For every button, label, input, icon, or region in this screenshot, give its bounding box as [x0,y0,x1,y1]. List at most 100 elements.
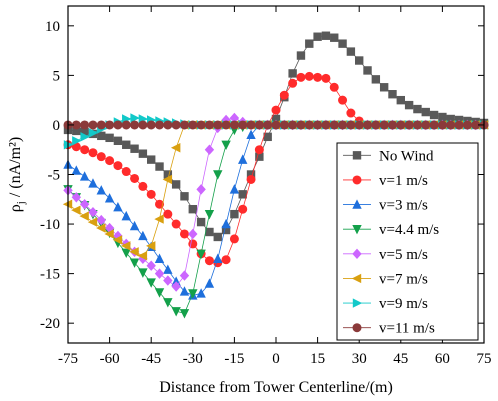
data-point [113,161,123,171]
data-point [329,82,339,92]
y-axis-title-sub: j [15,201,27,205]
data-point [138,230,148,241]
data-point [80,120,90,130]
legend-marker [352,199,362,209]
data-point [404,100,414,110]
data-point [413,104,422,114]
data-point [271,120,281,130]
data-point [163,170,173,179]
data-point [371,75,381,84]
data-point [238,120,248,130]
data-point [88,206,98,218]
data-point [437,120,447,130]
data-point [170,143,181,153]
data-point [246,174,256,184]
data-point [471,120,481,130]
data-point [71,165,82,175]
x-tick-label: 60 [435,351,450,367]
y-tick-label: -20 [40,316,60,332]
data-point [429,120,439,130]
data-point [88,178,98,188]
data-point [213,120,223,130]
legend-marker [352,175,362,185]
data-point [313,72,323,82]
data-point [163,264,173,274]
data-point [330,33,339,42]
data-point [329,120,339,130]
data-point [88,148,98,158]
data-point [238,190,247,199]
data-point [138,181,148,191]
data-point [130,113,140,123]
data-point [163,120,173,130]
legend-marker [352,248,362,260]
legend-marker [351,273,362,284]
data-point [421,107,430,117]
data-point [155,120,165,130]
data-point [462,120,472,130]
data-point [346,120,356,130]
legend-entry: v=5 m/s [343,247,428,263]
legend-entry: v=11 m/s [343,321,435,337]
x-tick-label: 45 [393,351,408,367]
data-point [355,56,364,65]
y-tick-label: 0 [53,118,61,134]
data-point [154,268,165,279]
data-point [196,249,206,259]
data-point [146,120,156,130]
data-point [205,227,214,237]
legend-entry: v=9 m/s [343,296,428,312]
data-point [179,120,189,130]
legend-marker [352,224,362,235]
data-point [113,230,123,242]
data-point [179,309,190,319]
legend-box [336,142,479,341]
y-tick-label: 10 [45,19,60,35]
data-point [138,149,148,158]
data-point [221,255,231,265]
data-point [321,120,331,130]
data-point [255,152,264,161]
legend-label: v=4.4 m/s [379,222,439,238]
data-point [263,132,272,142]
data-point [321,31,331,40]
data-point [112,235,123,245]
data-point [204,144,215,155]
data-point [96,214,106,226]
data-point [88,120,98,130]
data-point [338,39,347,48]
data-point [179,229,189,239]
data-point [79,171,90,181]
data-point [154,288,165,298]
legend-entry: v=7 m/s [343,271,428,287]
data-point [246,129,256,140]
data-point [213,232,222,242]
data-point [288,120,298,130]
data-point [446,114,455,124]
x-axis-title: Distance from Tower Centerline/(m) [159,379,393,396]
data-point [155,162,164,171]
data-point [71,192,82,203]
ticks-layer: -75 -60 -45 -30 -15 0 15 30 45 60 75 -20 -15 -10 -5 0 5 1… [40,6,492,367]
data-point [196,288,206,298]
data-point [179,286,190,296]
y-tick-label: -15 [40,267,60,283]
data-point [121,120,131,130]
data-point [321,73,331,83]
data-point [254,120,264,130]
data-point [80,132,90,142]
data-point [179,270,190,281]
legend: No Wind v=1 m/s v=3 m/s v=4.4 m/s v=5 m/s v=7… [336,142,479,341]
data-point [296,120,306,130]
legend-label: v=7 m/s [379,271,428,287]
x-tick-label: -75 [58,351,78,367]
data-point [113,202,123,212]
legend-label: No Wind [379,148,434,164]
y-axis-title: ρj / (nA/m²) [7,137,27,212]
data-point [388,90,397,99]
legend-label: v=11 m/s [379,321,435,337]
legend-marker [352,151,362,160]
data-point [412,120,422,130]
data-point [104,222,115,234]
